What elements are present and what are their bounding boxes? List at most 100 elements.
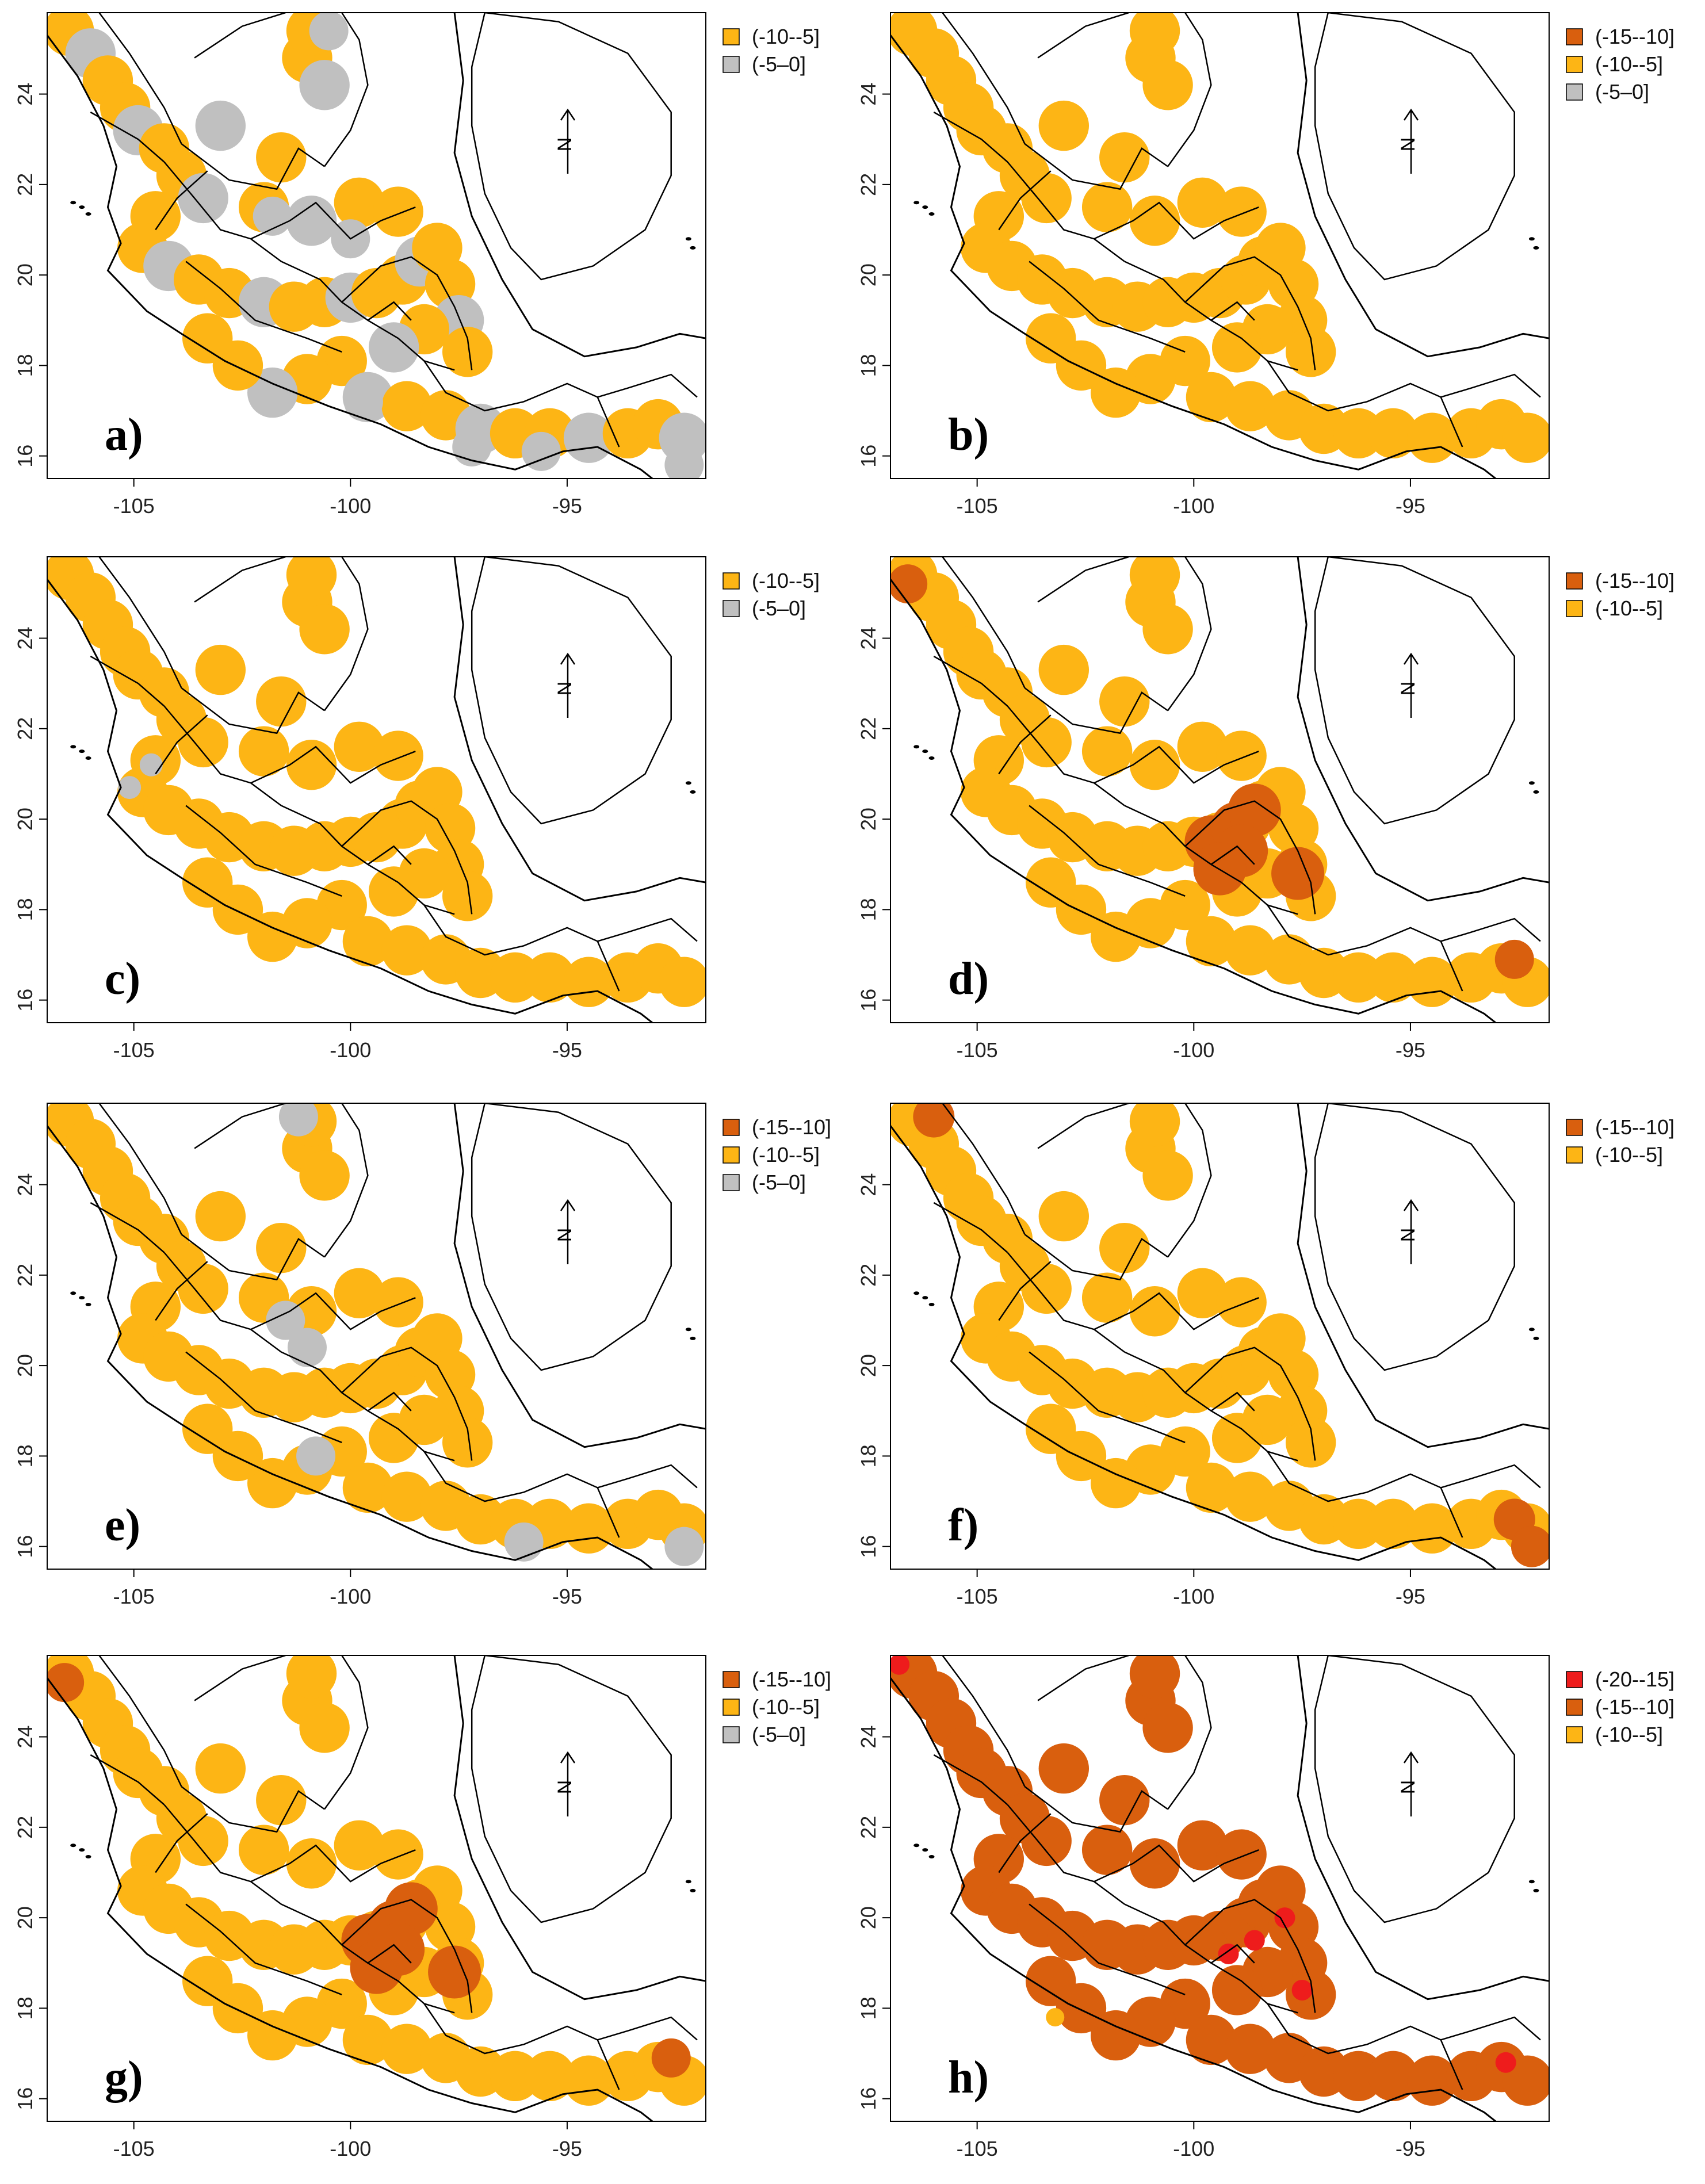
y-tick-label: 16 <box>857 989 880 1012</box>
island <box>1528 1880 1535 1884</box>
y-tick: 16 <box>13 445 47 468</box>
state-boundary <box>155 170 208 231</box>
state-boundary <box>98 13 182 144</box>
gulf-coastline <box>453 1103 706 1448</box>
x-tick: -100 <box>330 2121 371 2160</box>
y-tick: 22 <box>13 1816 47 1839</box>
suitability-cell <box>299 1150 350 1201</box>
gulf-of-mexico-outline <box>1314 557 1515 825</box>
x-tick: -95 <box>552 479 582 518</box>
state-boundary <box>250 201 416 240</box>
suitability-cell <box>381 925 432 976</box>
y-tick: 24 <box>857 1173 890 1196</box>
gulf-coastline <box>453 1655 706 2001</box>
y-tick-label: 18 <box>857 1996 880 2019</box>
x-tick-label: -105 <box>957 1038 998 1062</box>
state-boundary <box>324 13 369 167</box>
y-tick: 22 <box>857 717 890 740</box>
y-tick: 18 <box>857 1996 890 2019</box>
map-content <box>47 13 706 479</box>
state-boundary <box>1007 1804 1125 1905</box>
suitability-cell <box>1129 1103 1180 1147</box>
suitability-cell <box>1021 1263 1072 1314</box>
state-boundary <box>341 1899 473 2013</box>
y-tick: 22 <box>857 1816 890 1839</box>
y-tick: 24 <box>13 627 47 650</box>
x-tick: -105 <box>113 479 155 518</box>
north-label: N <box>554 1780 576 1795</box>
y-tick-label: 16 <box>857 1535 880 1558</box>
suitability-cell <box>1225 381 1275 431</box>
y-tick: 22 <box>857 173 890 196</box>
island <box>690 1336 696 1340</box>
suitability-cell <box>178 1815 228 1866</box>
panel-label: h) <box>948 2052 989 2103</box>
state-boundary <box>942 13 1026 144</box>
state-boundary <box>181 1234 325 1281</box>
y-tick-label: 18 <box>857 898 880 921</box>
legend-entry: (-20--15] <box>1595 1667 1675 1691</box>
map-content <box>890 1655 1549 2121</box>
legend-swatch <box>1566 28 1583 45</box>
suitability-cell <box>442 327 493 377</box>
suitability-cell <box>373 730 423 781</box>
x-tick: -105 <box>957 1569 998 1608</box>
suitability-cell <box>247 1458 298 1509</box>
gulf-coastline <box>453 13 706 358</box>
x-tick: -95 <box>1396 1023 1425 1062</box>
x-tick: -100 <box>1173 479 1214 518</box>
island <box>922 205 928 209</box>
y-tick: 24 <box>857 83 890 106</box>
y-tick-label: 18 <box>13 1444 37 1467</box>
y-tick-label: 16 <box>857 445 880 468</box>
y-tick: 16 <box>857 2087 890 2110</box>
pacific-coastline <box>890 1125 1497 1569</box>
state-boundary <box>98 557 182 689</box>
suitability-cell <box>334 721 385 772</box>
legend: (-10--5] (-5–0] <box>722 25 820 76</box>
north-label: N <box>1397 137 1419 152</box>
island <box>79 749 85 754</box>
x-tick-label: -95 <box>552 1038 582 1062</box>
suitability-cell <box>368 866 419 917</box>
island <box>1528 1328 1535 1332</box>
y-tick-label: 18 <box>13 1996 37 2019</box>
suitability-cell <box>1333 2051 1384 2102</box>
legend-swatch <box>1566 1119 1583 1136</box>
state-boundary <box>1210 301 1255 321</box>
legend-entry: (-15--10] <box>1595 1115 1675 1139</box>
suitability-cell <box>256 132 307 183</box>
y-tick-label: 24 <box>13 1726 37 1749</box>
suitability-cell <box>490 952 541 1003</box>
island <box>913 1291 920 1295</box>
state-boundary <box>1210 1944 1255 1964</box>
legend-swatch <box>722 1671 740 1688</box>
suitability-cell-high <box>1494 939 1534 979</box>
x-tick: -95 <box>552 1569 582 1608</box>
x-tick: -105 <box>957 2121 998 2160</box>
suitability-cell <box>368 322 419 373</box>
suitability-cell <box>1026 1403 1076 1454</box>
state-boundary <box>998 1813 1052 1873</box>
island <box>70 201 77 205</box>
island <box>85 1854 91 1858</box>
pacific-coastline <box>890 1677 1497 2121</box>
suitability-cell <box>1091 1458 1141 1509</box>
state-boundary <box>185 261 342 353</box>
suitability-cell <box>342 1462 393 1513</box>
suitability-cell <box>256 1222 307 1273</box>
state-boundary <box>90 111 165 163</box>
state-boundary <box>1037 1103 1129 1149</box>
legend-swatch <box>1566 1671 1583 1688</box>
state-boundary <box>155 714 208 775</box>
state-boundary <box>1007 705 1125 806</box>
state-boundary <box>341 256 473 370</box>
suitability-cell <box>1225 2024 1275 2074</box>
y-tick-label: 18 <box>13 898 37 921</box>
panel-label: e) <box>105 1500 140 1551</box>
suitability-cell-extreme <box>1291 1979 1313 2001</box>
island <box>70 1291 77 1295</box>
x-tick-label: -105 <box>113 2137 155 2160</box>
y-tick: 20 <box>13 1906 47 1929</box>
